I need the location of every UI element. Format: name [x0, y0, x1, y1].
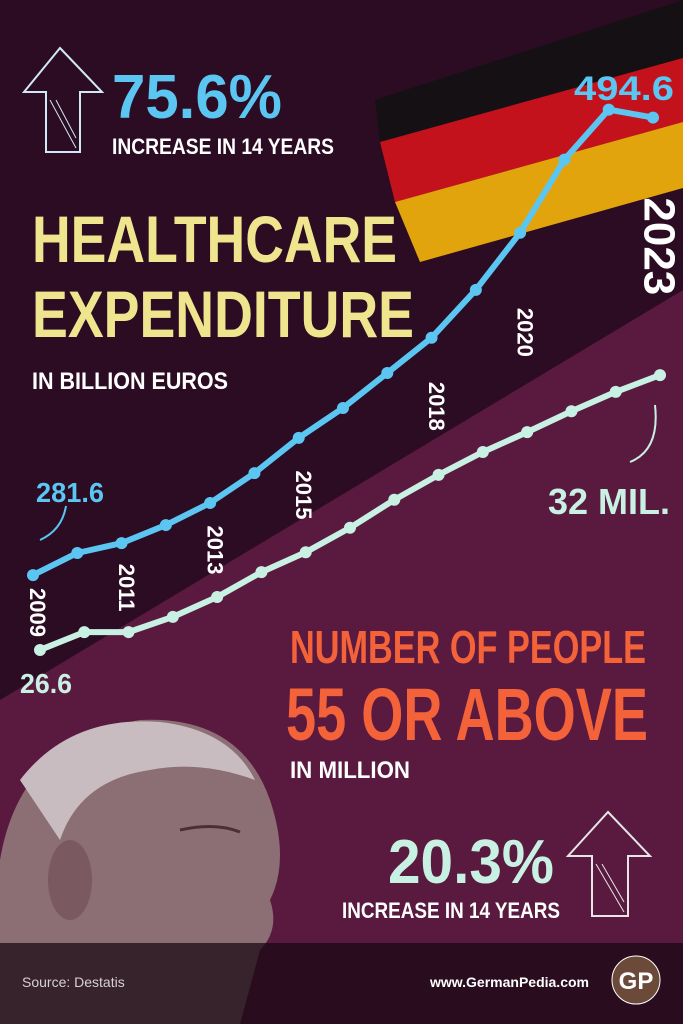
stat-note: INCREASE IN 14 YEARS [342, 898, 560, 923]
point [381, 366, 394, 379]
x-tick-label: 2009 [25, 588, 50, 637]
pointer [629, 404, 657, 463]
x-tick-label: 2018 [424, 382, 449, 431]
point [292, 431, 305, 444]
stat-value: 75.6% [112, 63, 282, 132]
flag [375, 0, 683, 262]
point [78, 626, 91, 639]
stat-note: INCREASE IN 14 YEARS [112, 134, 334, 159]
website[interactable]: www.GermanPedia.com [429, 974, 589, 990]
point [204, 496, 217, 509]
logo: GP [619, 968, 654, 995]
point [248, 467, 261, 480]
footer-bar [0, 943, 683, 1024]
point [609, 385, 622, 398]
point [159, 519, 172, 532]
data-label: 281.6 [36, 477, 104, 508]
pointer [39, 505, 67, 541]
point [469, 283, 482, 296]
point [344, 521, 356, 534]
point [514, 226, 527, 239]
point [558, 153, 571, 166]
point [27, 569, 39, 582]
point [388, 493, 401, 506]
point [71, 546, 84, 559]
data-label: 32 MIL. [548, 481, 670, 522]
data-label: 494.6 [574, 70, 674, 108]
point [299, 546, 312, 559]
section-unit: IN MILLION [290, 757, 410, 784]
point [647, 111, 659, 124]
chart-subtitle: IN BILLION EUROS [32, 368, 228, 395]
point [337, 401, 349, 414]
point [255, 566, 268, 579]
section-title: 55 OR ABOVE [286, 673, 648, 756]
x-tick-label: 2011 [114, 564, 139, 612]
point [166, 610, 179, 623]
x-tick-label: 2023 [634, 197, 683, 295]
point [211, 591, 224, 604]
section-title: NUMBER OF PEOPLE [290, 621, 646, 673]
point [34, 643, 46, 656]
stat-value: 20.3% [388, 828, 554, 897]
x-tick-label: 2013 [202, 526, 227, 575]
chart-title: HEALTHCARE [32, 202, 397, 276]
arrow-icon [565, 810, 653, 917]
point [432, 468, 445, 481]
x-tick-label: 2020 [512, 308, 537, 357]
point [115, 537, 128, 550]
point [425, 331, 438, 344]
point [122, 626, 135, 639]
logo-badge [611, 955, 661, 1005]
source: Source: Destatis [22, 974, 125, 990]
point [654, 369, 666, 382]
point [521, 426, 534, 439]
point [602, 103, 615, 116]
x-tick-label: 2015 [291, 471, 316, 520]
point [476, 445, 489, 458]
arrow-icon [21, 46, 105, 153]
point [565, 405, 578, 418]
chart-title: EXPENDITURE [32, 277, 414, 351]
data-label: 26.6 [20, 668, 72, 699]
